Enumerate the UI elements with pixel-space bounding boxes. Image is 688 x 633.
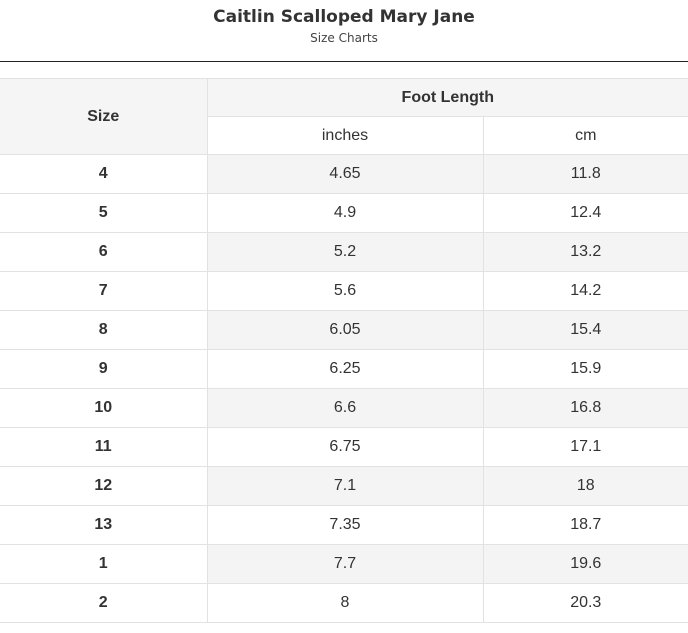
cm-cell: 18.7: [482, 505, 688, 545]
column-header-size: Size: [0, 78, 208, 155]
table-row: 9 6.25 15.9: [0, 349, 688, 389]
size-cell: 1: [0, 544, 208, 584]
inches-cell: 6.75: [206, 427, 484, 467]
size-cell: 11: [0, 427, 208, 467]
cm-cell: 12.4: [482, 193, 688, 233]
header-divider: [0, 61, 688, 62]
inches-cell: 7.35: [206, 505, 484, 545]
inches-cell: 5.6: [206, 271, 484, 311]
table-row: 8 6.05 15.4: [0, 310, 688, 350]
size-chart-header: Caitlin Scalloped Mary Jane Size Charts: [0, 0, 688, 62]
table-row: 1 7.7 19.6: [0, 544, 688, 584]
column-header-cm: cm: [482, 116, 688, 155]
size-cell: 5: [0, 193, 208, 233]
size-cell: 6: [0, 232, 208, 272]
table-body: 4 4.65 11.8 5 4.9 12.4 6 5.2 13.2 7 5.6 14.2 8 6.05 15…: [0, 154, 688, 623]
table-row: 5 4.9 12.4: [0, 193, 688, 233]
size-chart-table: Size Foot Length inches cm 4 4.65 11.8 5 4.9…: [0, 78, 688, 623]
size-cell: 7: [0, 271, 208, 311]
page-subtitle: Size Charts: [310, 31, 378, 45]
size-cell: 8: [0, 310, 208, 350]
inches-cell: 4.9: [206, 193, 484, 233]
page-title: Caitlin Scalloped Mary Jane: [213, 7, 475, 27]
size-cell: 9: [0, 349, 208, 389]
cm-cell: 15.9: [482, 349, 688, 389]
cm-cell: 14.2: [482, 271, 688, 311]
table-row: 7 5.6 14.2: [0, 271, 688, 311]
table-row: 13 7.35 18.7: [0, 505, 688, 545]
inches-cell: 8: [206, 583, 484, 623]
header-row-group: Size Foot Length: [0, 78, 688, 155]
cm-cell: 19.6: [482, 544, 688, 584]
cm-cell: 16.8: [482, 388, 688, 428]
table-row: 6 5.2 13.2: [0, 232, 688, 272]
cm-cell: 11.8: [482, 154, 688, 194]
table-row: 4 4.65 11.8: [0, 154, 688, 194]
table-row: 12 7.1 18: [0, 466, 688, 506]
cm-cell: 13.2: [482, 232, 688, 272]
inches-cell: 7.7: [206, 544, 484, 584]
column-header-inches: inches: [207, 116, 484, 155]
inches-cell: 7.1: [206, 466, 484, 506]
inches-cell: 4.65: [206, 154, 484, 194]
inches-cell: 6.25: [206, 349, 484, 389]
table-row: 11 6.75 17.1: [0, 427, 688, 467]
size-cell: 2: [0, 583, 208, 623]
table-row: 2 8 20.3: [0, 583, 688, 623]
size-cell: 12: [0, 466, 208, 506]
inches-cell: 6.05: [206, 310, 484, 350]
size-cell: 10: [0, 388, 208, 428]
table-row: 10 6.6 16.8: [0, 388, 688, 428]
size-cell: 4: [0, 154, 208, 194]
table-header: Size Foot Length inches cm: [0, 78, 688, 155]
inches-cell: 5.2: [206, 232, 484, 272]
cm-cell: 18: [482, 466, 688, 506]
cm-cell: 15.4: [482, 310, 688, 350]
header-row-units: inches cm: [0, 116, 688, 155]
cm-cell: 20.3: [482, 583, 688, 623]
cm-cell: 17.1: [482, 427, 688, 467]
inches-cell: 6.6: [206, 388, 484, 428]
size-cell: 13: [0, 505, 208, 545]
column-group-header-foot-length: Foot Length: [206, 78, 688, 117]
